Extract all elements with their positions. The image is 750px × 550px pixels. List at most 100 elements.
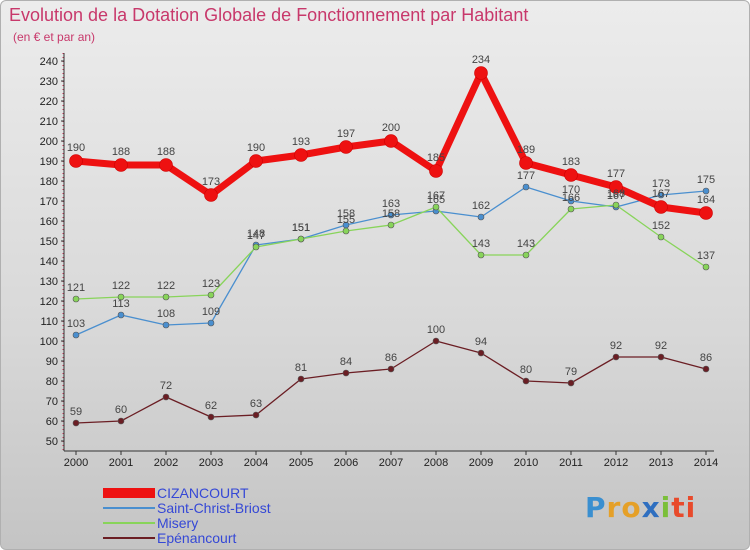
data-point-3 [387,365,395,373]
data-label-0: 177 [607,168,625,180]
data-point-2 [567,205,575,213]
data-point-3 [477,349,485,357]
data-label-1: 103 [67,318,85,330]
legend-item: Misery [103,514,271,531]
data-point-2 [117,293,125,301]
logo-letter: r [606,491,622,524]
data-label-1: 167 [607,190,625,202]
data-label-3: 84 [340,356,352,368]
x-tick-label: 2010 [514,457,538,469]
data-point-1 [657,191,665,199]
data-label-2: 167 [427,190,445,202]
y-tick-label: 70 [46,396,58,408]
y-tick-label: 90 [46,356,58,368]
legend: CIZANCOURT Saint-Christ-Briost Misery Epéna… [103,484,271,546]
data-point-1 [117,311,125,319]
data-point-2 [72,295,80,303]
data-point-0 [609,180,623,194]
data-label-3: 60 [115,404,127,416]
data-point-2 [477,251,485,259]
data-label-3: 59 [70,406,82,418]
data-point-1 [207,319,215,327]
y-tick-label: 190 [40,156,58,168]
data-label-0: 167 [652,188,670,200]
x-tick-label: 2006 [334,457,358,469]
data-label-2: 122 [157,280,175,292]
data-point-3 [162,393,170,401]
y-tick-label: 230 [40,76,58,88]
data-point-0 [699,206,713,220]
data-label-2: 137 [697,250,715,262]
data-point-0 [204,188,218,202]
logo-letter: ti [671,491,697,524]
y-tick-label: 100 [40,336,58,348]
data-label-1: 158 [337,208,355,220]
x-tick-label: 2002 [154,457,178,469]
legend-label: CIZANCOURT [157,484,249,501]
data-label-3: 80 [520,364,532,376]
data-point-2 [162,293,170,301]
legend-swatch [103,521,155,524]
data-point-1 [567,197,575,205]
logo-letter: P [585,491,607,524]
data-label-3: 86 [385,352,397,364]
data-label-3: 92 [655,340,667,352]
data-label-2: 121 [67,282,85,294]
x-tick-label: 2000 [64,457,88,469]
data-point-0 [249,154,263,168]
y-tick-label: 80 [46,376,58,388]
y-tick-label: 120 [40,296,58,308]
data-label-2: 152 [652,220,670,232]
data-label-1: 113 [112,298,130,310]
data-label-1: 175 [697,174,715,186]
data-point-0 [519,156,533,170]
data-label-0: 200 [382,122,400,134]
data-label-0: 193 [292,136,310,148]
legend-item: Saint-Christ-Briost [103,499,271,516]
data-point-3 [207,413,215,421]
data-point-3 [297,375,305,383]
x-tick-label: 2014 [694,457,718,469]
data-label-0: 164 [697,194,715,206]
y-tick-label: 140 [40,256,58,268]
data-label-3: 86 [700,352,712,364]
data-label-2: 155 [337,214,355,226]
data-point-2 [522,251,530,259]
y-tick-label: 210 [40,116,58,128]
x-tick-label: 2003 [199,457,223,469]
data-point-2 [657,233,665,241]
y-tick-label: 160 [40,216,58,228]
data-label-1: 165 [427,194,445,206]
chart-title: Evolution de la Dotation Globale de Fonc… [9,5,529,25]
legend-item: Epénancourt [103,530,271,546]
x-tick-label: 2009 [469,457,493,469]
data-label-2: 123 [202,278,220,290]
data-point-2 [432,203,440,211]
data-point-0 [564,168,578,182]
data-label-0: 188 [157,146,175,158]
x-tick-label: 2004 [244,457,268,469]
data-point-2 [297,235,305,243]
logo-letter: i [660,491,672,524]
data-label-0: 183 [562,156,580,168]
y-tick-label: 130 [40,276,58,288]
data-label-3: 63 [250,398,262,410]
legend-label: Saint-Christ-Briost [157,499,271,516]
data-label-1: 177 [517,170,535,182]
data-label-2: 122 [112,280,130,292]
data-label-1: 173 [652,178,670,190]
data-point-0 [69,154,83,168]
x-tick-label: 2007 [379,457,403,469]
data-label-1: 151 [292,222,310,234]
y-tick-label: 150 [40,236,58,248]
data-point-3 [612,353,620,361]
data-label-0: 190 [67,142,85,154]
legend-label: Misery [157,514,199,531]
y-tick-label: 110 [40,316,58,328]
data-label-3: 62 [205,400,217,412]
data-point-0 [384,134,398,148]
data-label-0: 173 [202,176,220,188]
data-label-2: 166 [562,192,580,204]
data-label-3: 92 [610,340,622,352]
